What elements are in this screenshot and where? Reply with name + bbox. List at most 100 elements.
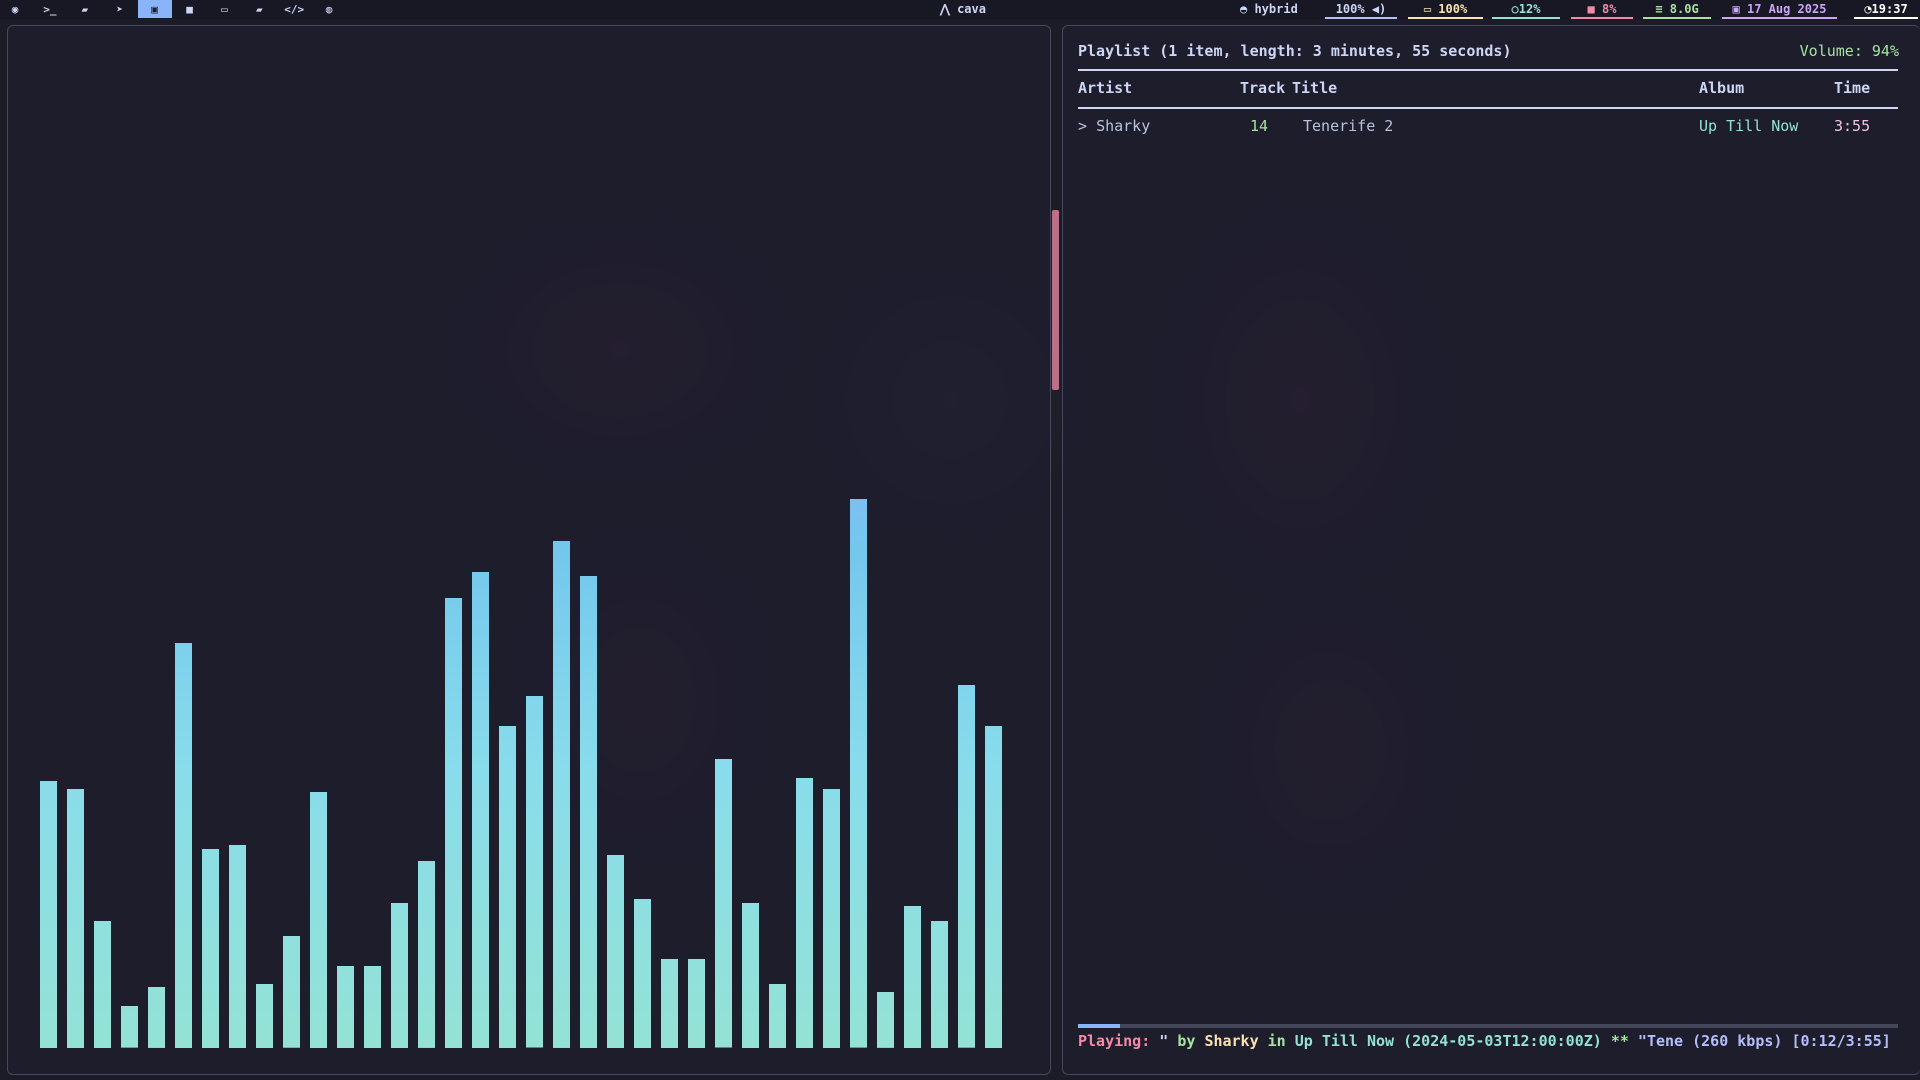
- power-profile-text: hybrid: [1254, 2, 1298, 16]
- battery-text: 100%: [1438, 2, 1468, 16]
- playlist-header: Playlist (1 item, length: 3 minutes, 55 …: [1078, 42, 1512, 60]
- title-cell: Tenerife 2: [1303, 117, 1394, 135]
- laptop-icon: ▭: [221, 2, 228, 16]
- visualizer-bar: [958, 685, 976, 1048]
- video-icon: ■: [186, 2, 193, 16]
- status-stars: **: [1601, 1032, 1638, 1050]
- telegram-icon: ➤: [116, 2, 123, 16]
- memory-text: 8.0G: [1669, 2, 1699, 16]
- window-title-text: cava: [957, 2, 986, 16]
- cpu-module: ○12%: [1492, 2, 1560, 19]
- column-time[interactable]: Time: [1834, 79, 1871, 97]
- progress-fill: [1078, 1024, 1120, 1028]
- firefox-icon: ◉: [11, 2, 19, 16]
- memory-module: ≡ 8.0G: [1643, 2, 1711, 19]
- visualizer-bar: [553, 541, 571, 1048]
- wallpaper-accent: [1052, 210, 1059, 390]
- status-label: Playing:: [1078, 1032, 1151, 1050]
- window-title: ⋀ cava: [940, 2, 986, 16]
- visualizer-bar: [256, 984, 274, 1048]
- visualizer-bar: [202, 848, 220, 1048]
- status-by: by: [1168, 1032, 1205, 1050]
- artist-cell: Sharky: [1096, 117, 1151, 135]
- workspace-button[interactable]: ▭: [207, 0, 241, 18]
- image-icon: ▣: [151, 2, 158, 16]
- workspace-button[interactable]: ▰: [242, 0, 276, 18]
- chip-icon: ■: [1587, 2, 1602, 16]
- visualizer-bar: [67, 788, 84, 1048]
- visualizer-bar: [742, 902, 760, 1048]
- power-profile-module[interactable]: ◓ hybrid: [1236, 2, 1302, 19]
- workspace-button[interactable]: ➤: [103, 0, 137, 18]
- visualizer-bar: [283, 936, 301, 1048]
- visualizer-bar: [796, 777, 814, 1048]
- workspace-button[interactable]: </>: [277, 0, 311, 18]
- visualizer-bar: [229, 844, 247, 1048]
- speaker-icon: ◀): [1364, 2, 1387, 16]
- visualizer-bar: [904, 905, 922, 1048]
- visualizer-bar: [94, 921, 112, 1048]
- time-cell: 3:55: [1834, 117, 1871, 135]
- calendar-icon: ▣: [1732, 2, 1747, 16]
- visualizer-bar: [823, 788, 841, 1048]
- terminal-icon: >_: [43, 2, 57, 16]
- visualizer-bar: [526, 696, 544, 1048]
- gauge-icon: ◓: [1240, 2, 1255, 16]
- visualizer-bar: [931, 921, 949, 1048]
- gpu-text: 8%: [1602, 2, 1617, 16]
- volume-text: 100%: [1335, 2, 1365, 16]
- cpu-text: 12%: [1518, 2, 1541, 16]
- track-cell: 14: [1250, 117, 1269, 135]
- cava-window[interactable]: [7, 25, 1051, 1075]
- cpu-icon: ○: [1511, 2, 1519, 16]
- visualizer-bar: [607, 854, 625, 1048]
- clock-module[interactable]: ◔19:37: [1854, 2, 1918, 19]
- column-title[interactable]: Title: [1292, 79, 1338, 97]
- divider: [1078, 107, 1898, 109]
- visualizer-bar: [715, 759, 733, 1048]
- battery-module: ▭ 100%: [1408, 2, 1483, 19]
- row-artist: > Sharky: [1078, 117, 1150, 135]
- clock-icon: ◔: [1864, 2, 1872, 16]
- column-album[interactable]: Album: [1699, 79, 1745, 97]
- date-text: 17 Aug 2025: [1746, 2, 1827, 16]
- visualizer-bar: [364, 965, 382, 1048]
- column-track[interactable]: Track: [1240, 79, 1286, 97]
- gamepad-icon: ◍: [325, 2, 333, 16]
- visualizer-bar: [661, 958, 679, 1048]
- workspace-button[interactable]: ■: [173, 0, 207, 18]
- notes-icon: ▰: [81, 2, 89, 16]
- status-quote: ": [1150, 1032, 1169, 1050]
- visualizer-bar: [985, 725, 1003, 1048]
- workspace-button[interactable]: ▰: [68, 0, 102, 18]
- status-album: Up Till Now (2024-05-03T12:00:00Z): [1294, 1032, 1602, 1050]
- visualizer-bar: [337, 965, 355, 1048]
- visualizer-bar: [580, 575, 598, 1048]
- workspace-button[interactable]: >_: [33, 0, 67, 18]
- visualizer-bar: [121, 1006, 139, 1048]
- visualizer-bar: [877, 992, 895, 1048]
- workspace-button[interactable]: ◍: [312, 0, 346, 18]
- top-bar: ◉ >_ ▰ ➤ ▣ ■ ▭ ▰ </> ◍ ⋀ cava ◓ hybrid 100% ◀) ▭ …: [0, 0, 1920, 19]
- current-marker: >: [1078, 117, 1088, 135]
- ncmpcpp-window[interactable]: Playlist (1 item, length: 3 minutes, 55 …: [1062, 25, 1920, 1075]
- divider: [1078, 69, 1898, 71]
- visualizer-bar: [769, 984, 787, 1048]
- visualizer-bar: [634, 898, 652, 1048]
- visualizer-bar: [445, 597, 463, 1048]
- volume-module[interactable]: 100% ◀): [1325, 2, 1397, 19]
- progress-bar[interactable]: [1078, 1024, 1898, 1028]
- date-module[interactable]: ▣ 17 Aug 2025: [1722, 2, 1837, 19]
- clock-text: 19:37: [1871, 2, 1908, 16]
- visualizer-bar: [391, 902, 409, 1048]
- visualizer-bar: [40, 780, 57, 1048]
- column-artist[interactable]: Artist: [1078, 79, 1133, 97]
- arch-icon: ⋀: [940, 2, 958, 16]
- gpu-module: ■ 8%: [1571, 2, 1633, 19]
- code-icon: </>: [284, 2, 305, 16]
- visualizer-bar: [472, 571, 490, 1048]
- workspace-button[interactable]: ▣: [137, 0, 172, 18]
- workspace-button[interactable]: ◉: [0, 0, 32, 18]
- visualizer-bar: [688, 958, 706, 1048]
- volume-indicator: Volume: 94%: [1799, 42, 1899, 60]
